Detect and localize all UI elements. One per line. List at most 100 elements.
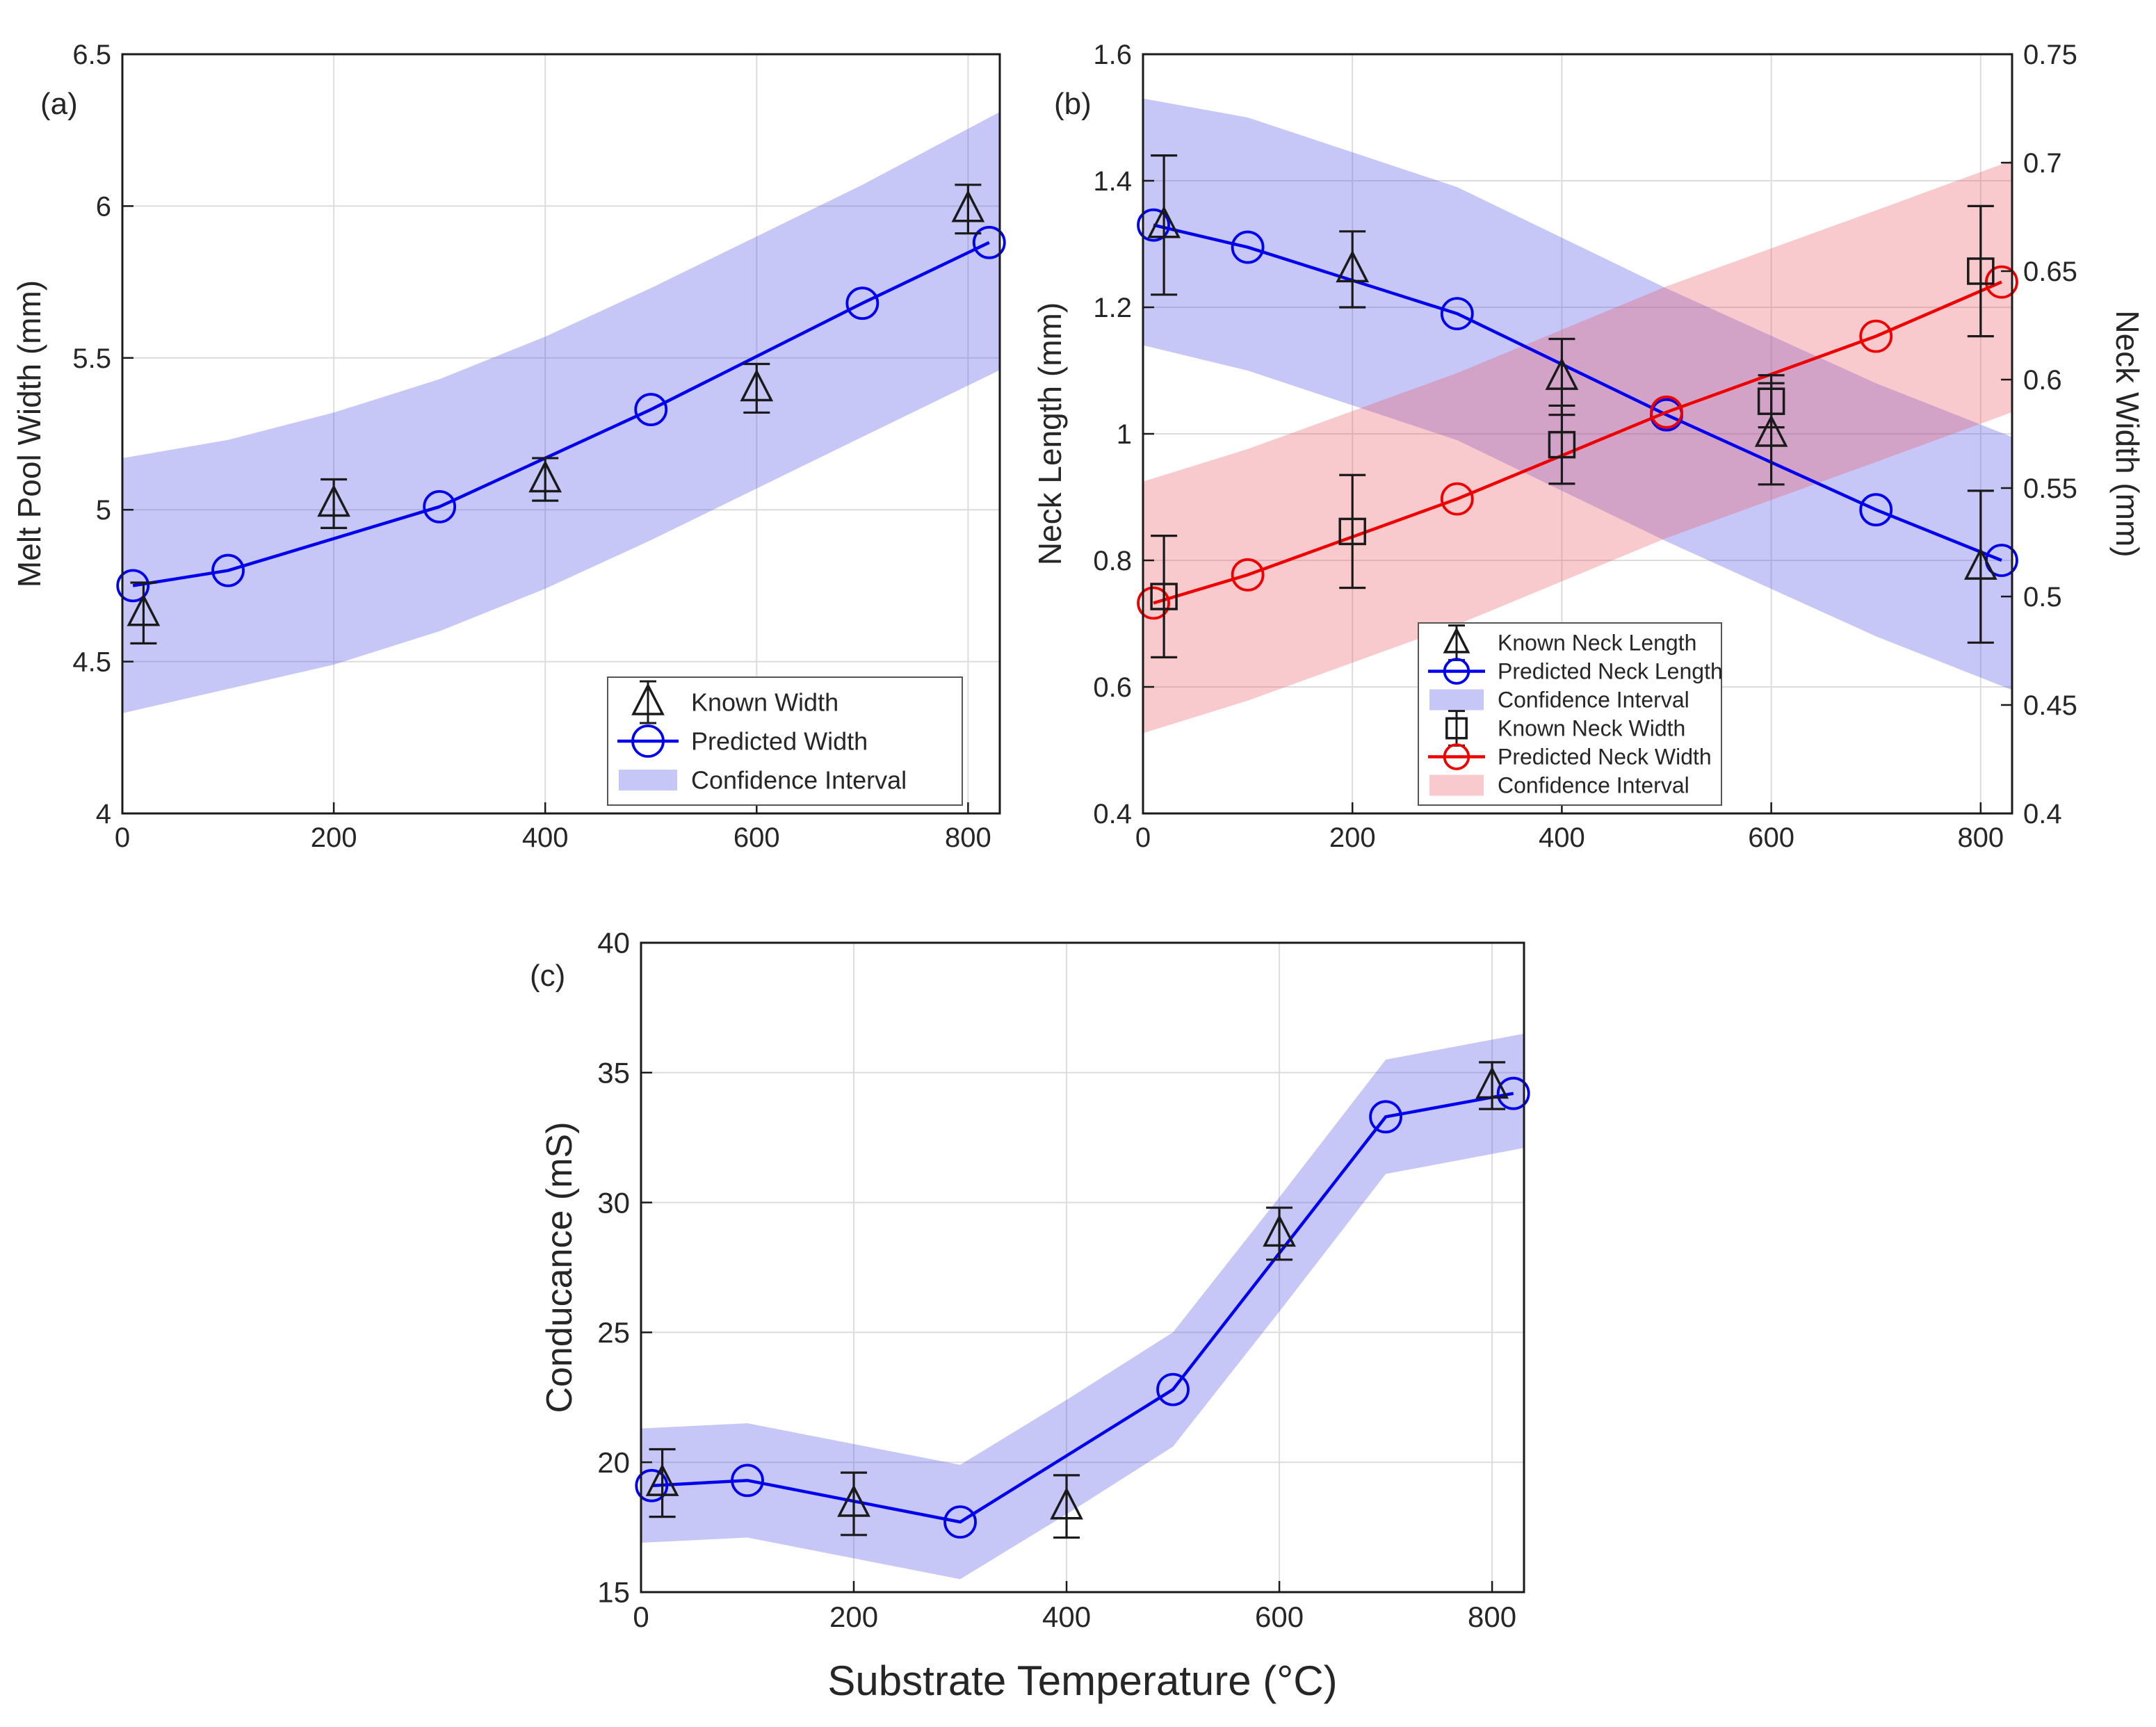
- y-tick-label: 4.5: [72, 647, 111, 678]
- y-axis-label: Melt Pool Width (mm): [11, 280, 47, 587]
- x-tick-label: 600: [1255, 1600, 1304, 1633]
- y-tick-label: 1.4: [1093, 166, 1132, 197]
- legend: Known Neck Length Predicted Neck Length Co…: [1418, 622, 1723, 806]
- circle-marker: [211, 553, 245, 587]
- y-tick-label: 6: [96, 191, 111, 222]
- legend-entry-confidence-interval: Confidence Interval: [1429, 773, 1689, 798]
- x-tick-label: 800: [1957, 822, 2004, 853]
- y-axis-label: Conducance (mS): [540, 1121, 580, 1413]
- axes-box: [640, 941, 1525, 1594]
- y-tick-label-right: 0.75: [2023, 40, 2077, 70]
- circle-marker: [943, 1505, 977, 1539]
- triangle-marker: [645, 1464, 679, 1496]
- triangle-marker: [1050, 1486, 1083, 1520]
- triangle-marker: [1443, 626, 1470, 654]
- circle-marker: [1137, 208, 1170, 242]
- panel-letter: (a): [40, 87, 78, 121]
- circle-marker: [1443, 743, 1470, 770]
- x-axis-label: Substrate Temperature (°C): [827, 1657, 1337, 1704]
- circle-marker: [1985, 265, 2018, 299]
- circle-marker: [1440, 297, 1474, 331]
- legend-entry-predicted-neck-width: Predicted Neck Width: [1428, 743, 1712, 770]
- x-tick-label: 600: [733, 822, 780, 853]
- y-tick-label-right: 0.4: [2023, 799, 2062, 829]
- panel-c: 0 200 400 600 800 15 20 25 30 35 40 Conducance (mS)…: [530, 927, 1530, 1704]
- series-known-neck-length: [1147, 154, 1997, 644]
- legend-label: Predicted Neck Width: [1498, 745, 1712, 770]
- y-tick-label: 0.6: [1093, 672, 1132, 703]
- circle-marker: [1231, 558, 1265, 592]
- triangle-marker: [1475, 1066, 1509, 1099]
- circle-marker: [1650, 395, 1683, 429]
- y-tick-label: 0.8: [1093, 546, 1132, 576]
- y-tick-label: 1: [1117, 419, 1132, 450]
- triangle-marker: [1754, 414, 1788, 447]
- legend-box: [1418, 622, 1722, 806]
- legend-entry-known-neck-width: Known Neck Width: [1445, 710, 1685, 747]
- x-tick-label: 800: [1468, 1600, 1516, 1633]
- square-marker: [1150, 583, 1178, 610]
- y-tick-label: 5: [96, 495, 111, 526]
- tick-marks: [640, 941, 1493, 1594]
- tick-marks: [1142, 53, 2012, 815]
- legend: Known Width Predicted Width Confidence Int…: [607, 676, 963, 806]
- triangle-marker: [1147, 205, 1181, 238]
- x-tick-label: 400: [1539, 822, 1585, 853]
- y-tick-label: 1.2: [1093, 293, 1132, 323]
- y-tick-label: 0.4: [1093, 799, 1132, 829]
- square-marker: [1445, 717, 1468, 740]
- y-tick-label-right: 0.55: [2023, 473, 2077, 504]
- circle-marker: [1156, 1372, 1190, 1406]
- series-known-width: [127, 184, 985, 644]
- x-tick-label: 200: [829, 1600, 878, 1633]
- y-tick-label: 25: [597, 1316, 630, 1349]
- legend-label: Predicted Neck Length: [1498, 659, 1723, 684]
- x-tick-label: 200: [1329, 822, 1376, 853]
- legend-entry-predicted-width: Predicted Width: [617, 724, 868, 758]
- y-tick-label: 5.5: [72, 343, 111, 374]
- circle-marker: [1496, 1076, 1530, 1110]
- triangle-marker: [127, 593, 161, 626]
- x-tick-label: 600: [1748, 822, 1794, 853]
- legend-entry-confidence-interval: Confidence Interval: [619, 766, 907, 795]
- y-tick-label: 15: [597, 1576, 630, 1609]
- legend-label: Predicted Width: [691, 727, 868, 756]
- triangle-marker: [1963, 547, 1997, 580]
- circle-marker: [845, 286, 880, 321]
- panel-a: 0 200 400 600 800 4 4.5 5 5.5 6 6.5 Melt Pool Width…: [11, 40, 1006, 853]
- y-tick-label-right: 0.45: [2023, 690, 2077, 721]
- circle-marker: [1369, 1100, 1402, 1134]
- x-tick-label: 0: [115, 822, 130, 853]
- x-tick-label: 400: [1042, 1600, 1091, 1633]
- circle-marker: [116, 569, 150, 603]
- triangle-marker: [317, 484, 350, 517]
- circle-marker: [1443, 658, 1470, 685]
- panel-letter: (b): [1054, 87, 1092, 121]
- panel-letter: (c): [530, 959, 565, 993]
- legend-entry-known-width: Known Width: [631, 680, 838, 724]
- circle-marker: [635, 1468, 669, 1502]
- y-axis-label-right: Neck Width (mm): [2109, 310, 2146, 557]
- legend-label: Confidence Interval: [1498, 688, 1689, 713]
- y-tick-label-right: 0.5: [2023, 582, 2062, 613]
- legend-label: Known Neck Width: [1498, 716, 1685, 741]
- triangle-marker: [951, 189, 985, 222]
- x-tick-label: 400: [522, 822, 569, 853]
- square-marker: [1757, 387, 1785, 415]
- band-confidence-interval-width: [1143, 160, 2012, 733]
- circle-marker: [1859, 493, 1893, 527]
- legend-label: Known Neck Length: [1498, 631, 1696, 656]
- panel-b: 0 200 400 600 800 0.4 0.6 0.8 1 1.2 1.4 1.6 0.4 0.45 0…: [1032, 40, 2146, 853]
- axes-box: [121, 53, 1001, 815]
- x-tick-label: 0: [1135, 822, 1151, 853]
- triangle-marker: [1263, 1214, 1296, 1247]
- circle-marker: [1440, 482, 1474, 516]
- series-predicted-conductance: [635, 1076, 1530, 1539]
- y-tick-label-right: 0.6: [2023, 365, 2062, 396]
- legend-label: Known Width: [691, 688, 838, 717]
- circle-marker: [634, 393, 668, 426]
- legend-label: Confidence Interval: [691, 766, 907, 795]
- circle-marker: [1137, 586, 1170, 620]
- series-known-neck-width: [1150, 204, 1995, 658]
